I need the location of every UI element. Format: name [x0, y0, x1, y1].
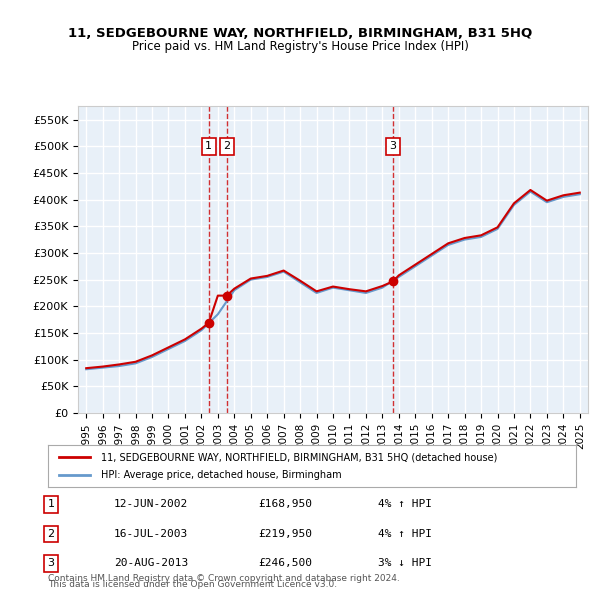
Text: 11, SEDGEBOURNE WAY, NORTHFIELD, BIRMINGHAM, B31 5HQ: 11, SEDGEBOURNE WAY, NORTHFIELD, BIRMING… [68, 27, 532, 40]
Text: 11, SEDGEBOURNE WAY, NORTHFIELD, BIRMINGHAM, B31 5HQ (detached house): 11, SEDGEBOURNE WAY, NORTHFIELD, BIRMING… [101, 452, 497, 462]
Text: This data is licensed under the Open Government Licence v3.0.: This data is licensed under the Open Gov… [48, 581, 337, 589]
Text: 3% ↓ HPI: 3% ↓ HPI [378, 559, 432, 568]
Text: 2: 2 [223, 141, 230, 151]
Text: Contains HM Land Registry data © Crown copyright and database right 2024.: Contains HM Land Registry data © Crown c… [48, 574, 400, 583]
Text: 20-AUG-2013: 20-AUG-2013 [114, 559, 188, 568]
Text: 1: 1 [47, 500, 55, 509]
Text: 4% ↑ HPI: 4% ↑ HPI [378, 500, 432, 509]
Text: 12-JUN-2002: 12-JUN-2002 [114, 500, 188, 509]
Text: Price paid vs. HM Land Registry's House Price Index (HPI): Price paid vs. HM Land Registry's House … [131, 40, 469, 53]
Text: 1: 1 [205, 141, 212, 151]
Text: HPI: Average price, detached house, Birmingham: HPI: Average price, detached house, Birm… [101, 470, 341, 480]
Text: £219,950: £219,950 [258, 529, 312, 539]
Text: 3: 3 [47, 559, 55, 568]
Text: 3: 3 [389, 141, 397, 151]
Text: £168,950: £168,950 [258, 500, 312, 509]
Text: 2: 2 [47, 529, 55, 539]
Text: 16-JUL-2003: 16-JUL-2003 [114, 529, 188, 539]
Text: 4% ↑ HPI: 4% ↑ HPI [378, 529, 432, 539]
Text: £246,500: £246,500 [258, 559, 312, 568]
